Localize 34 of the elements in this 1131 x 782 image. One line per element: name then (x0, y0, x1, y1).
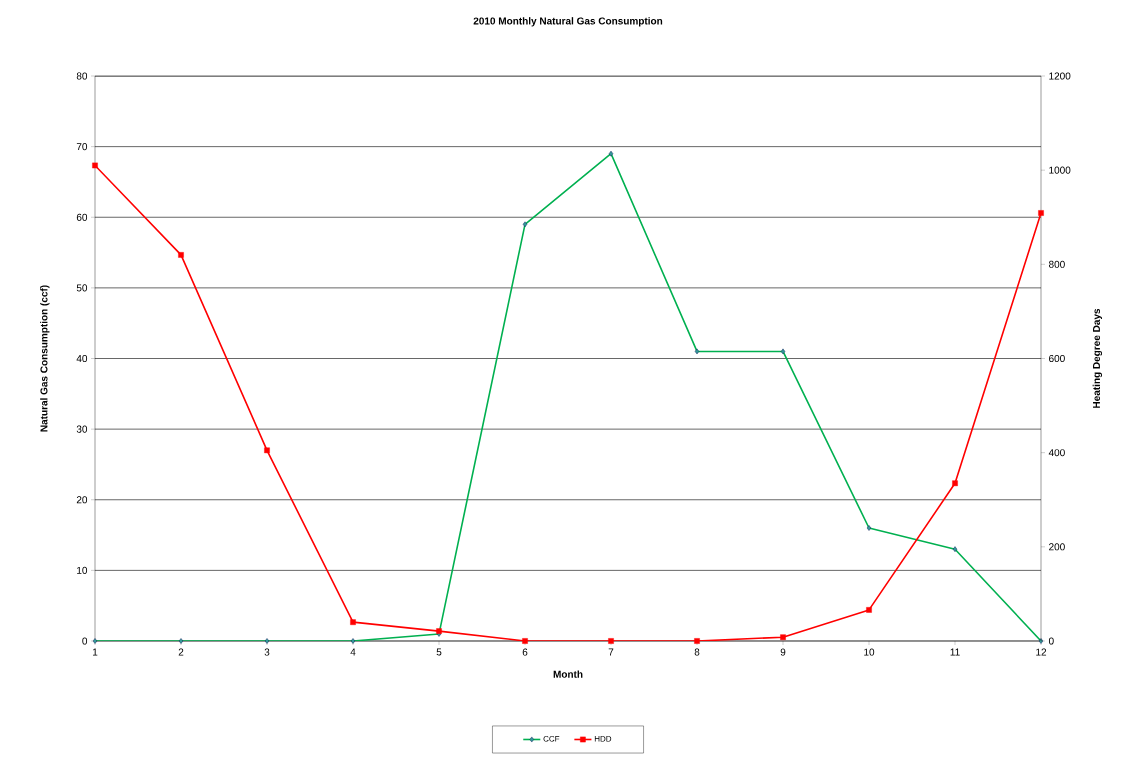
x-tick-label: 11 (950, 648, 960, 656)
x-tick-label: 2 (178, 648, 184, 656)
y2-tick-label: 1000 (1049, 166, 1071, 174)
chart-title: 2010 Monthly Natural Gas Consumption (473, 17, 663, 27)
x-tick-label: 4 (350, 648, 356, 656)
x-tick-label: 12 (1036, 648, 1047, 656)
y2-tick-label: 400 (1048, 449, 1065, 457)
x-tick-label: 6 (522, 648, 528, 656)
x-tick-label: 3 (264, 648, 270, 656)
x-axis-title: Month (553, 670, 583, 678)
x-tick-label: 9 (780, 648, 786, 656)
y-tick-label: 10 (77, 566, 88, 574)
y2-tick-label: 600 (1049, 354, 1065, 363)
y-axis-title: Natural Gas Consumption (ccf) (40, 285, 50, 432)
y-tick-label: 80 (76, 72, 88, 80)
x-tick-label: 8 (694, 648, 700, 656)
y-tick-label: 60 (76, 213, 88, 221)
y2-axis-title: Heating Degree Days (1092, 308, 1103, 408)
y-tick-label: 40 (76, 354, 88, 363)
y-tick-label: 0 (82, 637, 88, 645)
y2-tick-label: 800 (1048, 260, 1065, 268)
x-tick-label: 5 (436, 648, 442, 656)
y2-tick-label: 1200 (1049, 72, 1071, 80)
y2-tick-label: 200 (1049, 543, 1065, 551)
y2-tick-label: 0 (1048, 637, 1054, 645)
x-tick-label: 10 (864, 648, 875, 656)
x-tick-label: 1 (92, 648, 98, 656)
y-tick-label: 50 (76, 284, 88, 292)
y-tick-label: 30 (76, 425, 88, 433)
legend-label: CCF (543, 735, 560, 742)
y-tick-label: 70 (76, 143, 88, 151)
legend-label: HDD (594, 735, 612, 742)
y-tick-label: 20 (76, 496, 88, 504)
x-tick-label: 7 (608, 648, 614, 656)
